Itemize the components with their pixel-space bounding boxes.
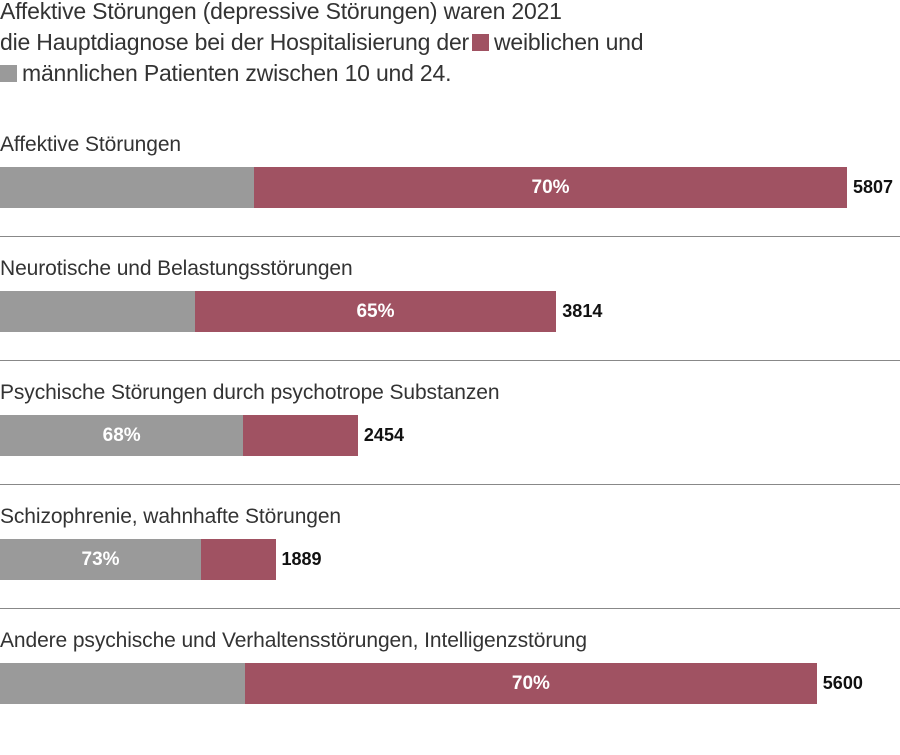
title-line-1: Affektive Störungen (depressive Störunge…: [0, 0, 562, 24]
female-segment: [243, 415, 358, 456]
legend-female-label: weiblichen und: [494, 29, 644, 55]
bar: 70%: [0, 167, 847, 208]
bar-row: Neurotische und Belastungsstörungen 65% …: [0, 257, 900, 383]
bar: 65%: [0, 291, 557, 332]
bar-row: Schizophrenie, wahnhafte Störungen 73% 1…: [0, 505, 900, 631]
legend-male-label: männlichen Patienten zwischen 10 und 24.: [22, 60, 452, 86]
bar-row: Psychische Störungen durch psychotrope S…: [0, 381, 900, 507]
category-label: Andere psychische und Verhaltensstörunge…: [0, 629, 587, 652]
bar-row: Andere psychische und Verhaltensstörunge…: [0, 629, 900, 755]
row-divider: [0, 608, 900, 609]
total-label: 3814: [562, 301, 603, 321]
percent-label: 65%: [356, 301, 395, 322]
category-label: Schizophrenie, wahnhafte Störungen: [0, 505, 342, 528]
male-segment: [0, 539, 202, 580]
female-segment: [194, 291, 557, 332]
row-divider: [0, 236, 900, 237]
percent-label: 68%: [102, 425, 141, 446]
percent-label: 73%: [81, 549, 120, 570]
row-divider: [0, 360, 900, 361]
title-line-2: die Hauptdiagnose bei der Hospitalisieru…: [0, 29, 469, 55]
male-legend-swatch: [0, 65, 17, 82]
bar: 70%: [0, 663, 817, 704]
female-legend-swatch: [472, 34, 489, 51]
total-label: 5600: [822, 673, 863, 693]
male-segment: [0, 415, 244, 456]
male-segment: [0, 167, 255, 208]
category-label: Affektive Störungen: [0, 133, 181, 156]
total-label: 1889: [281, 549, 322, 569]
chart-title: Affektive Störungen (depressive Störunge…: [0, 0, 644, 89]
total-label: 5807: [853, 177, 894, 197]
female-segment: [245, 663, 817, 704]
total-label: 2454: [363, 425, 404, 445]
bar: 73%: [0, 539, 276, 580]
female-segment: [254, 167, 847, 208]
category-label: Neurotische und Belastungsstörungen: [0, 257, 353, 280]
male-segment: [0, 291, 195, 332]
percent-label: 70%: [531, 177, 570, 198]
percent-label: 70%: [511, 673, 550, 694]
female-segment: [201, 539, 276, 580]
bar: 68%: [0, 415, 358, 456]
category-label: Psychische Störungen durch psychotrope S…: [0, 381, 500, 404]
male-segment: [0, 663, 246, 704]
row-divider: [0, 484, 900, 485]
bar-row: Affektive Störungen 70% 5807: [0, 133, 900, 259]
